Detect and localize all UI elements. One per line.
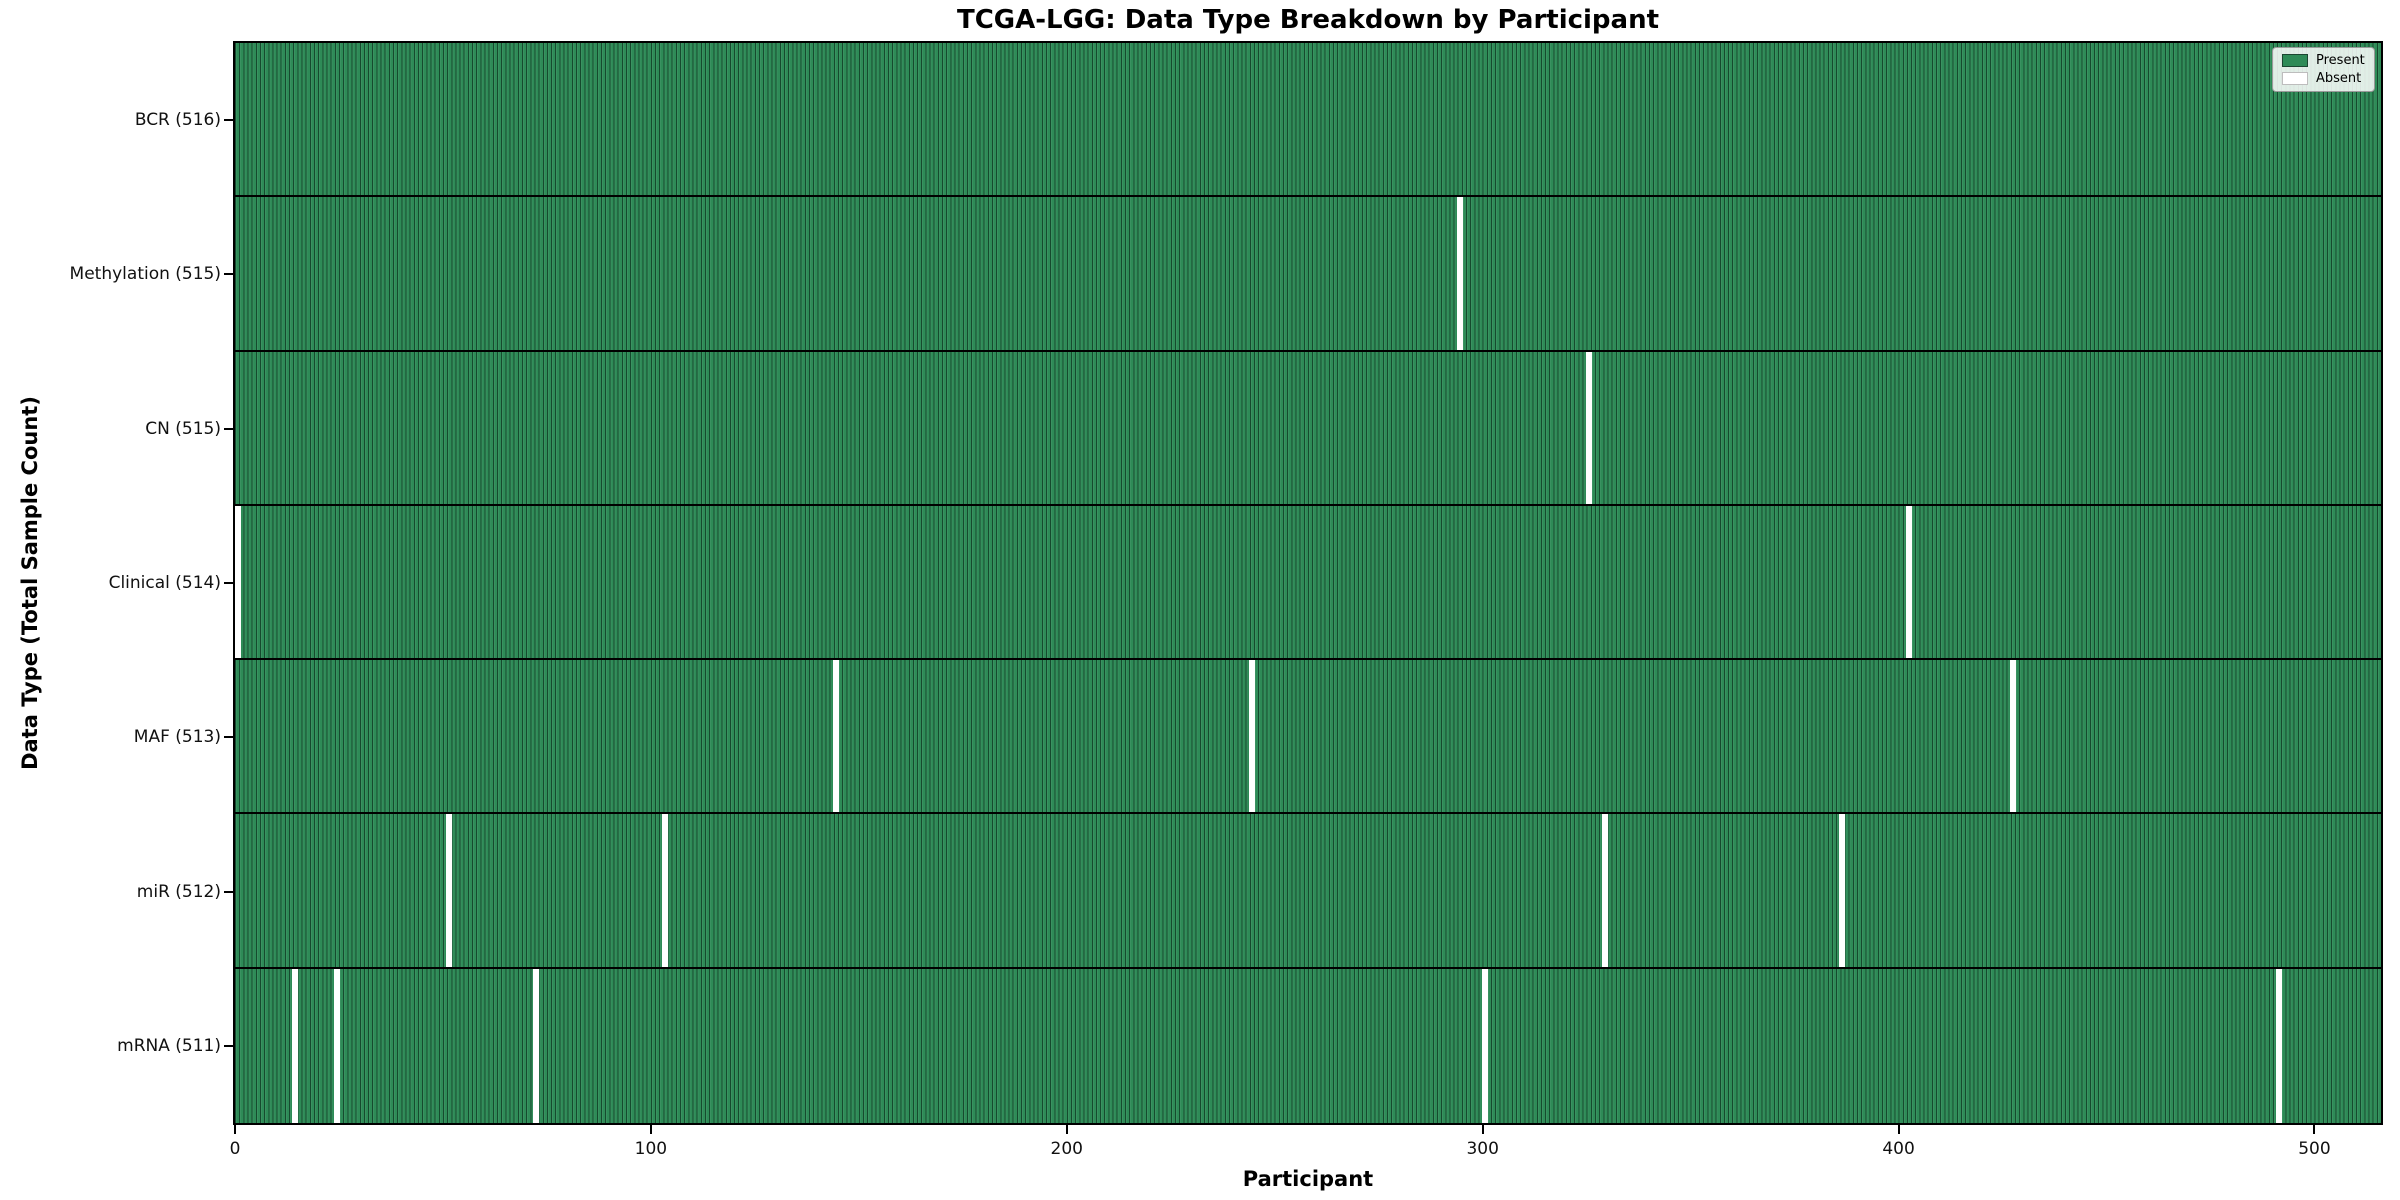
x-tick-label-300: 300 [1466, 1139, 1499, 1159]
x-tick-label-400: 400 [1882, 1139, 1915, 1159]
x-tick-label-500: 500 [2298, 1139, 2331, 1159]
absent-gap [533, 968, 540, 1123]
y-tick-label-methylation: Methylation (515) [69, 264, 221, 285]
absent-gap [662, 814, 669, 967]
row-band-clinical [235, 505, 2381, 661]
y-tick-label-mrna: mRNA (511) [117, 1035, 221, 1056]
absent-gap [1839, 814, 1846, 967]
y-tick-label-clinical: Clinical (514) [108, 573, 221, 593]
absent-gap [292, 968, 299, 1123]
absent-gap [2276, 968, 2283, 1123]
absent-gap [1481, 968, 1488, 1123]
x-axis-label: Participant [1242, 1167, 1374, 1191]
y-tick-label-cn: CN (515) [145, 418, 221, 439]
row-band-bcr [235, 43, 2381, 198]
absent-gap [1905, 505, 1912, 659]
plot-area [233, 41, 2383, 1125]
y-tick-mark [224, 273, 233, 276]
absent-gap [446, 814, 453, 967]
y-tick-mark [224, 1044, 233, 1047]
absent-gap [235, 505, 241, 659]
x-tick-mark [649, 1125, 652, 1134]
row-band-mir [235, 814, 2381, 969]
y-tick-mark [224, 427, 233, 430]
legend-label-present: Present [2316, 53, 2365, 68]
x-tick-label-200: 200 [1050, 1139, 1084, 1159]
y-tick-mark [224, 119, 233, 122]
y-tick-mark [224, 890, 233, 893]
legend-entry-present: Present [2282, 54, 2365, 67]
row-band-maf [235, 660, 2381, 815]
legend-swatch-present [2282, 54, 2308, 67]
legend: Present Absent [2272, 47, 2375, 92]
legend-swatch-absent [2282, 72, 2308, 85]
absent-gap [832, 660, 839, 813]
x-tick-mark [1897, 1125, 1900, 1134]
absent-gap [333, 968, 340, 1123]
y-tick-mark [224, 582, 233, 584]
x-tick-label-0: 0 [229, 1139, 241, 1159]
row-band-cn [235, 351, 2381, 506]
y-tick-label-maf: MAF (513) [133, 727, 221, 748]
x-tick-mark [2313, 1125, 2316, 1134]
x-tick-mark [234, 1125, 236, 1134]
absent-gap [1602, 814, 1609, 967]
y-tick-label-mir: miR (512) [136, 881, 221, 902]
absent-gap [1456, 197, 1463, 350]
x-tick-mark [1065, 1125, 1068, 1134]
chart-title: TCGA-LGG: Data Type Breakdown by Partici… [956, 5, 1660, 35]
legend-label-absent: Absent [2316, 71, 2362, 86]
row-band-methylation [235, 197, 2381, 352]
absent-gap [1248, 660, 1255, 813]
y-tick-label-bcr: BCR (516) [134, 110, 221, 131]
x-tick-label-100: 100 [634, 1139, 668, 1159]
x-tick-mark [1481, 1125, 1484, 1134]
legend-entry-absent: Absent [2282, 72, 2365, 85]
row-band-mrna [235, 968, 2381, 1123]
absent-gap [2009, 660, 2016, 813]
absent-gap [1585, 351, 1592, 504]
y-tick-mark [224, 736, 233, 739]
